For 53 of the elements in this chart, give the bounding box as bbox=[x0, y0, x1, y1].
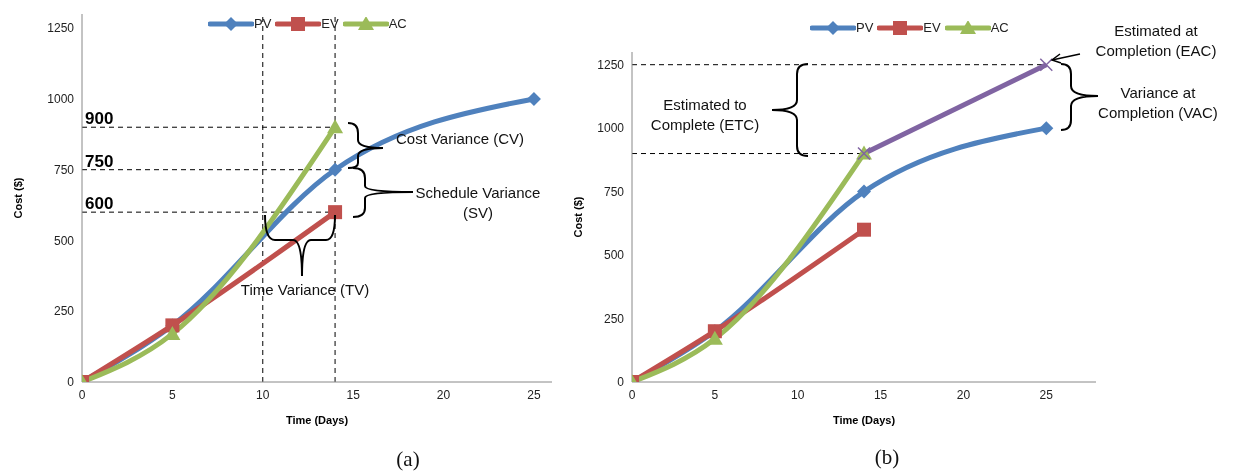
annotation: Estimated at Completion (EAC) bbox=[1094, 21, 1218, 61]
point bbox=[327, 119, 344, 134]
annotation: Schedule Variance (SV) bbox=[414, 183, 542, 223]
annotation: Time Variance (TV) bbox=[240, 280, 370, 300]
legend-label: PV bbox=[254, 16, 272, 31]
y-tick-label: 1250 bbox=[47, 21, 75, 36]
x-tick-label: 20 bbox=[436, 387, 451, 402]
x-tick-label: 5 bbox=[711, 387, 719, 402]
y-tick-label: 500 bbox=[53, 233, 75, 248]
point bbox=[328, 205, 343, 220]
x-tick-label: 15 bbox=[346, 387, 361, 402]
annotation: Estimated to Complete (ETC) bbox=[649, 95, 761, 135]
x-tick-label: 15 bbox=[873, 387, 888, 402]
y-tick-label: 250 bbox=[53, 304, 75, 319]
point bbox=[857, 222, 871, 237]
y-axis-title: Cost ($) bbox=[571, 196, 584, 238]
ref-line-label: 900 bbox=[85, 109, 114, 129]
y-tick-label: 0 bbox=[617, 375, 625, 390]
y-tick-label: 1000 bbox=[597, 121, 625, 136]
x-tick-label: 10 bbox=[791, 387, 805, 402]
y-tick-label: 0 bbox=[67, 375, 75, 390]
point bbox=[1039, 57, 1054, 72]
text: Variance at Completion (VAC) bbox=[1097, 83, 1219, 123]
ref-line-label: 600 bbox=[85, 194, 114, 214]
y-tick-label: 250 bbox=[603, 311, 625, 326]
x-axis-title: Time (Days) bbox=[285, 414, 349, 426]
x-tick-label: 20 bbox=[956, 387, 971, 402]
x-tick-label: 0 bbox=[628, 387, 636, 402]
annotation: Cost Variance (CV) bbox=[395, 129, 525, 149]
point bbox=[328, 162, 343, 177]
x-tick-label: 0 bbox=[78, 387, 86, 402]
ref-line-label: 750 bbox=[85, 151, 114, 171]
text: (a) bbox=[395, 447, 421, 471]
y-tick-label: 750 bbox=[53, 162, 75, 177]
text: (b) bbox=[873, 445, 901, 469]
point bbox=[857, 184, 871, 199]
y-tick-label: 500 bbox=[603, 248, 625, 263]
y-tick-label: 1250 bbox=[597, 57, 625, 72]
legend-label: AC bbox=[388, 16, 407, 31]
y-axis-title: Cost ($) bbox=[11, 177, 24, 219]
point bbox=[526, 91, 541, 106]
legend-label: PV bbox=[856, 20, 874, 35]
x-tick-label: 25 bbox=[1039, 387, 1054, 402]
x-tick-label: 10 bbox=[256, 387, 270, 402]
x-tick-label: 5 bbox=[169, 387, 177, 402]
legend-label: AC bbox=[990, 20, 1009, 35]
x-tick-label: 25 bbox=[527, 387, 541, 402]
legend-label: EV bbox=[321, 16, 339, 31]
y-tick-label: 750 bbox=[603, 184, 625, 199]
legend-label: EV bbox=[923, 20, 941, 35]
x-axis-title: Time (Days) bbox=[832, 414, 896, 426]
point bbox=[1039, 121, 1054, 136]
y-tick-label: 1000 bbox=[47, 92, 75, 107]
